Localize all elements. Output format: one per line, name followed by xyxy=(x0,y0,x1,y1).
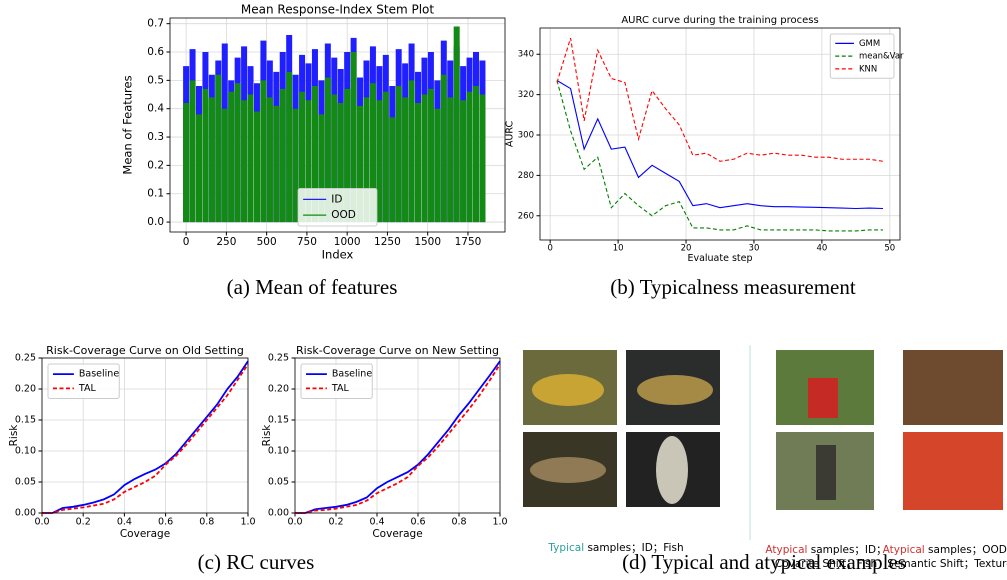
image xyxy=(816,445,836,500)
x-tick-label: 0.2 xyxy=(328,517,343,528)
x-tick-label: 1.0 xyxy=(240,517,255,528)
image xyxy=(808,378,838,418)
x-tick-label: 0.6 xyxy=(158,517,173,528)
y-tick-label: 0.00 xyxy=(15,508,36,519)
legend-label: OOD xyxy=(331,209,356,221)
x-tick-label: 1000 xyxy=(334,236,361,248)
image xyxy=(530,457,606,483)
image xyxy=(903,432,1003,510)
caption: (c) RC curves xyxy=(198,550,315,574)
chart-title: Mean Response-Index Stem Plot xyxy=(241,3,434,17)
highlight: Typical xyxy=(547,542,584,554)
caption-text: samples；ID；Fish xyxy=(584,542,683,554)
x-tick-label: 40 xyxy=(816,244,827,254)
chart-title: AURC curve during the training process xyxy=(621,15,818,26)
x-tick-label: 50 xyxy=(884,244,895,254)
image xyxy=(532,374,604,406)
example-caption: Covarite Shift；Fish xyxy=(775,558,877,570)
y-tick-label: 0.15 xyxy=(268,415,289,426)
y-tick-label: 0.3 xyxy=(147,131,164,143)
chart-title: Risk-Coverage Curve on New Setting xyxy=(296,344,499,357)
y-tick-label: 0.6 xyxy=(147,46,164,58)
example-caption: Atypical samples；ID； xyxy=(765,544,886,556)
legend-label: ID xyxy=(331,193,342,205)
y-tick-label: 0.05 xyxy=(15,477,36,488)
figure: (a) Mean of features (b) Typicalness mea… xyxy=(0,0,1007,580)
highlight: Atypical xyxy=(765,544,807,556)
x-tick-label: 0.8 xyxy=(451,517,466,528)
example-images xyxy=(523,345,1003,540)
x-tick-label: 250 xyxy=(216,236,236,248)
x-tick-label: 1500 xyxy=(414,236,441,248)
y-tick-label: 300 xyxy=(518,131,534,141)
image xyxy=(637,375,713,405)
x-tick-label: 0.6 xyxy=(410,517,425,528)
image xyxy=(903,350,1003,425)
x-axis-label: Coverage xyxy=(372,528,422,540)
y-tick-label: 320 xyxy=(518,90,534,100)
x-tick-label: 500 xyxy=(257,236,277,248)
caption-text: samples；ID； xyxy=(807,544,886,556)
x-tick-label: 0 xyxy=(183,236,190,248)
y-tick-label: 0.0 xyxy=(147,216,164,228)
x-tick-label: 20 xyxy=(681,244,692,254)
x-tick-label: 0.0 xyxy=(34,517,49,528)
y-tick-label: 0.00 xyxy=(268,508,289,519)
caption: (a) Mean of features xyxy=(227,275,398,299)
x-tick-label: 0.4 xyxy=(369,517,384,528)
x-tick-label: 10 xyxy=(613,244,624,254)
image xyxy=(656,436,688,504)
x-tick-label: 750 xyxy=(297,236,317,248)
example-caption: Typical samples；ID；Fish xyxy=(547,542,683,554)
x-tick-label: 0 xyxy=(547,244,552,254)
legend-label: Baseline xyxy=(79,369,119,380)
y-tick-label: 0.25 xyxy=(15,353,36,364)
y-tick-label: 0.20 xyxy=(268,384,289,395)
x-tick-label: 30 xyxy=(749,244,760,254)
highlight: Atypical xyxy=(883,544,925,556)
legend-label: GMM xyxy=(859,39,880,49)
y-tick-label: 0.7 xyxy=(147,18,164,30)
y-tick-label: 0.4 xyxy=(147,103,164,115)
y-tick-label: 260 xyxy=(518,211,534,221)
example-caption: Atypical samples；OOD； xyxy=(883,544,1007,556)
y-tick-label: 0.20 xyxy=(15,384,36,395)
x-tick-label: 0.0 xyxy=(287,517,302,528)
x-tick-label: 0.4 xyxy=(117,517,132,528)
chart-title: Risk-Coverage Curve on Old Setting xyxy=(46,344,244,357)
x-axis-label: Evaluate step xyxy=(687,253,752,264)
x-axis-label: Coverage xyxy=(120,528,170,540)
y-axis-label: AURC xyxy=(505,121,516,148)
caption-text: samples；OOD； xyxy=(925,544,1007,556)
y-tick-label: 0.15 xyxy=(15,415,36,426)
legend-label: Baseline xyxy=(332,369,372,380)
y-axis-label: Mean of Features xyxy=(121,75,135,174)
y-tick-label: 280 xyxy=(518,171,534,181)
y-axis-label: Risk xyxy=(8,424,20,447)
y-tick-label: 0.1 xyxy=(147,188,164,200)
y-tick-label: 340 xyxy=(518,50,534,60)
x-tick-label: 1250 xyxy=(374,236,401,248)
legend-label: mean&Var xyxy=(859,52,904,62)
y-tick-label: 0.25 xyxy=(268,353,289,364)
x-tick-label: 1750 xyxy=(455,236,482,248)
example-caption: Semantic Shift；Texture xyxy=(887,558,1007,570)
y-tick-label: 0.5 xyxy=(147,74,164,86)
x-tick-label: 0.2 xyxy=(76,517,91,528)
legend-label: TAL xyxy=(78,383,97,394)
caption: (b) Typicalness measurement xyxy=(610,275,856,299)
legend-label: TAL xyxy=(331,383,350,394)
x-tick-label: 1.0 xyxy=(492,517,507,528)
legend-label: KNN xyxy=(859,64,877,74)
y-tick-label: 0.05 xyxy=(268,477,289,488)
y-tick-label: 0.2 xyxy=(147,159,164,171)
x-tick-label: 0.8 xyxy=(199,517,214,528)
y-axis-label: Risk xyxy=(261,424,273,447)
x-axis-label: Index xyxy=(322,248,354,262)
